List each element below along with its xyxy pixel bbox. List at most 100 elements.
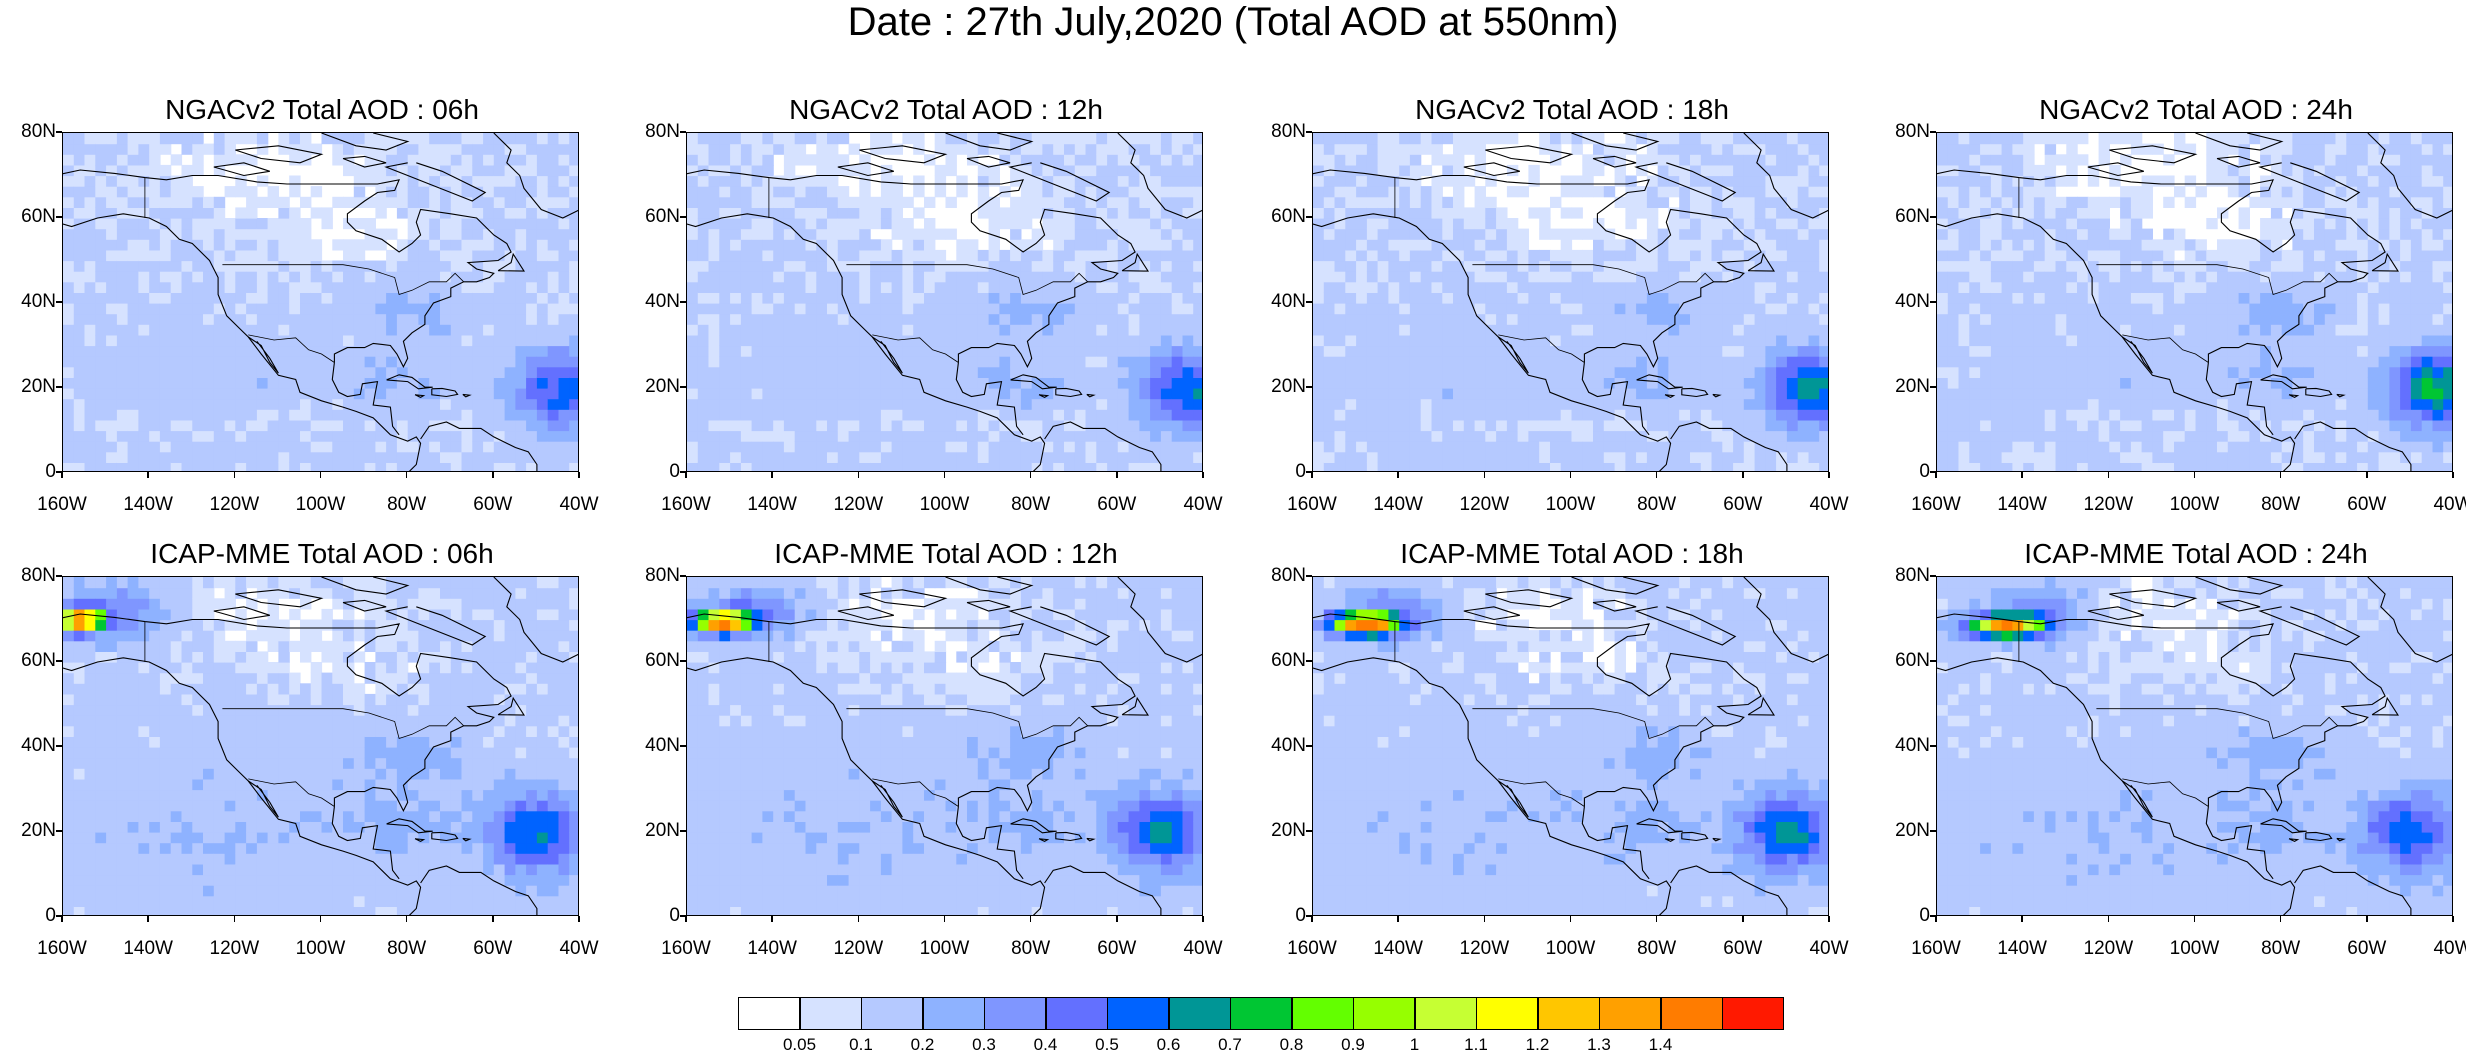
x-tick-label: 160W: [1287, 494, 1337, 515]
x-tick-label: 80W: [1011, 938, 1051, 959]
y-tick-mark: [56, 830, 62, 832]
x-tick-label: 40W: [1809, 938, 1849, 959]
coastline: [1743, 133, 1828, 219]
x-tick-mark: [147, 916, 149, 922]
coastline: [1485, 589, 1574, 608]
colorbar-label: 0.8: [1279, 1035, 1304, 1054]
colorbar-label: 0.6: [1156, 1035, 1181, 1054]
x-tick-label: 60W: [473, 494, 513, 515]
country-border: [2122, 334, 2209, 363]
x-tick-mark: [2021, 916, 2023, 922]
colorbar-label: 0.05: [782, 1035, 817, 1054]
country-border: [846, 708, 1088, 740]
x-tick-mark: [1935, 916, 1937, 922]
colorbar-swatch: [1045, 997, 1108, 1030]
colorbar-swatch: [1291, 997, 1354, 1030]
y-tick-label: 0: [1295, 461, 1306, 482]
coastlines: [63, 133, 578, 471]
colorbar-swatch: [984, 997, 1046, 1030]
coastlines: [63, 577, 578, 915]
x-tick-mark: [233, 916, 236, 922]
x-tick-label: 140W: [1373, 938, 1423, 959]
coastline: [1121, 696, 1150, 716]
country-border: [248, 778, 335, 807]
x-tick-label: 160W: [661, 494, 711, 515]
x-tick-label: 160W: [1911, 938, 1961, 959]
y-tick-mark: [1306, 915, 1312, 917]
coastline: [1634, 162, 1737, 202]
coastline: [1086, 837, 1096, 842]
x-tick-label: 60W: [2347, 938, 2387, 959]
coastline: [945, 577, 1034, 595]
coastline: [859, 589, 948, 608]
coastline: [837, 606, 894, 621]
colorbar-swatch: [1537, 997, 1600, 1030]
aod-map: [1937, 133, 2452, 471]
x-tick-label: 120W: [833, 494, 884, 515]
x-tick-label: 140W: [1997, 938, 2047, 959]
colorbar-label: 0.1: [849, 1035, 873, 1054]
y-tick-label: 20N: [1271, 820, 1306, 841]
coastline: [687, 613, 1136, 813]
x-tick-mark: [1483, 916, 1486, 922]
x-tick-mark: [771, 916, 773, 922]
y-tick-mark: [1930, 386, 1936, 388]
x-tick-mark: [685, 916, 687, 922]
y-tick-mark: [1930, 830, 1936, 832]
y-tick-label: 80N: [1895, 121, 1930, 142]
x-tick-mark: [1397, 916, 1399, 922]
y-tick-label: 60N: [1271, 206, 1306, 227]
x-tick-label: 40W: [2433, 938, 2466, 959]
x-tick-mark: [147, 472, 149, 478]
x-tick-label: 120W: [1459, 938, 1510, 959]
coastline: [497, 252, 526, 272]
colorbar-swatch: [799, 997, 862, 1030]
coastline: [1581, 362, 1650, 436]
y-tick-mark: [1930, 745, 1936, 747]
coastline: [1747, 696, 1776, 716]
x-tick-label: 80W: [1637, 938, 1677, 959]
aod-map: [687, 577, 1202, 915]
coastline: [2305, 387, 2333, 398]
coastline: [342, 599, 387, 612]
x-tick-mark: [1397, 472, 1399, 478]
coastline: [247, 336, 279, 374]
x-tick-mark: [771, 472, 773, 478]
coastline: [235, 145, 324, 164]
coastline: [2336, 837, 2346, 842]
country-border: [1472, 708, 1714, 740]
y-tick-label: 80N: [645, 121, 680, 142]
panel-title: ICAP-MME Total AOD : 24h: [2024, 538, 2368, 569]
coastline: [1044, 421, 1162, 471]
coastline: [1010, 374, 1057, 390]
coastline: [1681, 831, 1709, 842]
x-tick-label: 40W: [559, 494, 599, 515]
aod-field: [687, 133, 1202, 471]
coastline: [2121, 780, 2153, 818]
coastline: [321, 577, 410, 595]
coastline: [1008, 606, 1111, 646]
y-tick-label: 40N: [645, 735, 680, 756]
coastline: [1121, 252, 1150, 272]
colorbar-label: 0.3: [972, 1035, 996, 1054]
x-tick-mark: [61, 472, 63, 478]
x-tick-label: 160W: [37, 494, 87, 515]
y-tick-label: 80N: [1271, 121, 1306, 142]
coastlines: [1313, 577, 1828, 915]
x-tick-mark: [685, 472, 687, 478]
country-border: [1472, 264, 1714, 296]
y-tick-label: 20N: [21, 376, 56, 397]
x-tick-mark: [857, 472, 860, 478]
coastline: [414, 394, 426, 399]
coastline: [1634, 606, 1737, 646]
map-frame: [1312, 132, 1829, 472]
coastline: [1571, 577, 1660, 595]
y-tick-label: 60N: [21, 206, 56, 227]
y-tick-label: 40N: [1271, 291, 1306, 312]
x-tick-mark: [319, 916, 322, 922]
coastline: [331, 362, 400, 436]
coastline: [2109, 589, 2198, 608]
country-border: [248, 334, 335, 363]
coastline: [2258, 606, 2361, 646]
coastline: [235, 589, 324, 608]
